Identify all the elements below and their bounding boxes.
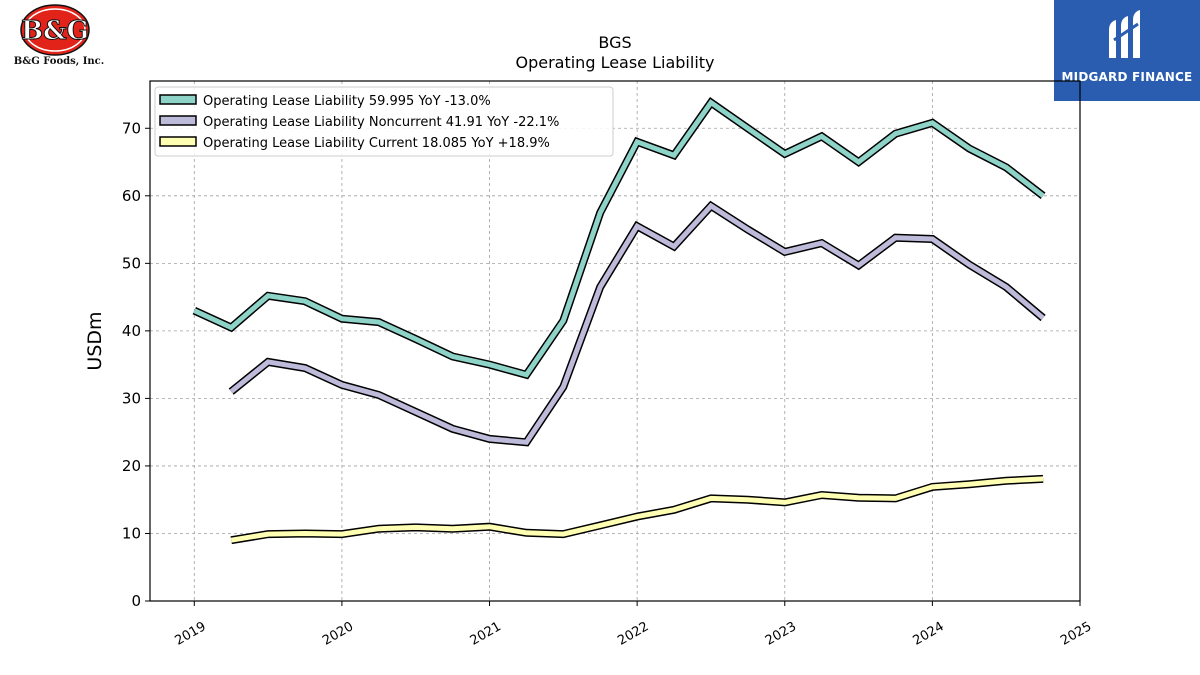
y-axis-label: USDm <box>84 311 106 370</box>
chart-subtitle: Operating Lease Liability <box>515 53 714 72</box>
chart-title: BGS <box>598 33 631 52</box>
series-line-2 <box>229 202 1045 445</box>
legend-label-1: Operating Lease Liability 59.995 YoY -13… <box>203 94 491 109</box>
company-logo-text: B&G Foods, Inc. <box>13 56 105 67</box>
company-logo-monogram: B&G <box>21 16 89 46</box>
y-tick-label: 20 <box>122 457 141 475</box>
x-tick-label: 2024 <box>911 619 947 649</box>
x-tick-label: 2021 <box>468 619 504 649</box>
y-tick-label: 50 <box>122 254 141 272</box>
legend-swatch-2 <box>159 115 197 126</box>
series-line-3 <box>230 476 1044 543</box>
legend: Operating Lease Liability 59.995 YoY -13… <box>154 86 614 157</box>
legend-label-2: Operating Lease Liability Noncurrent 41.… <box>203 115 559 130</box>
y-tick-label: 10 <box>122 524 141 542</box>
series-lines <box>192 97 1046 545</box>
x-tick-label: 2019 <box>172 619 208 649</box>
y-tick-label: 70 <box>122 119 141 137</box>
publisher-logo-text: MIDGARD FINANCE <box>1061 70 1193 84</box>
publisher-logo: MIDGARD FINANCE <box>1054 0 1200 101</box>
y-tick-label: 30 <box>122 389 141 407</box>
x-tick-label: 2022 <box>615 619 651 649</box>
y-tick-label: 0 <box>131 592 141 610</box>
series-line-1 <box>193 99 1045 378</box>
x-tick-label: 2023 <box>763 619 799 649</box>
x-axis-ticks: 2019 2020 2021 2022 2023 2024 2025 <box>172 601 1094 649</box>
company-logo-mark: B&G <box>20 4 90 56</box>
y-tick-label: 60 <box>122 187 141 205</box>
x-tick-label: 2025 <box>1058 619 1094 649</box>
legend-swatch-1 <box>159 94 197 105</box>
legend-swatch-3 <box>159 136 197 147</box>
y-tick-label: 40 <box>122 322 141 340</box>
company-logo: B&G B&G Foods, Inc. <box>4 2 114 72</box>
x-tick-label: 2020 <box>320 619 356 649</box>
publisher-logo-mark <box>1109 10 1140 58</box>
legend-box <box>154 86 614 157</box>
legend-label-3: Operating Lease Liability Current 18.085… <box>203 136 550 151</box>
plot-frame <box>149 80 1081 602</box>
y-axis-ticks: 0 10 20 30 40 50 60 70 <box>122 119 150 610</box>
